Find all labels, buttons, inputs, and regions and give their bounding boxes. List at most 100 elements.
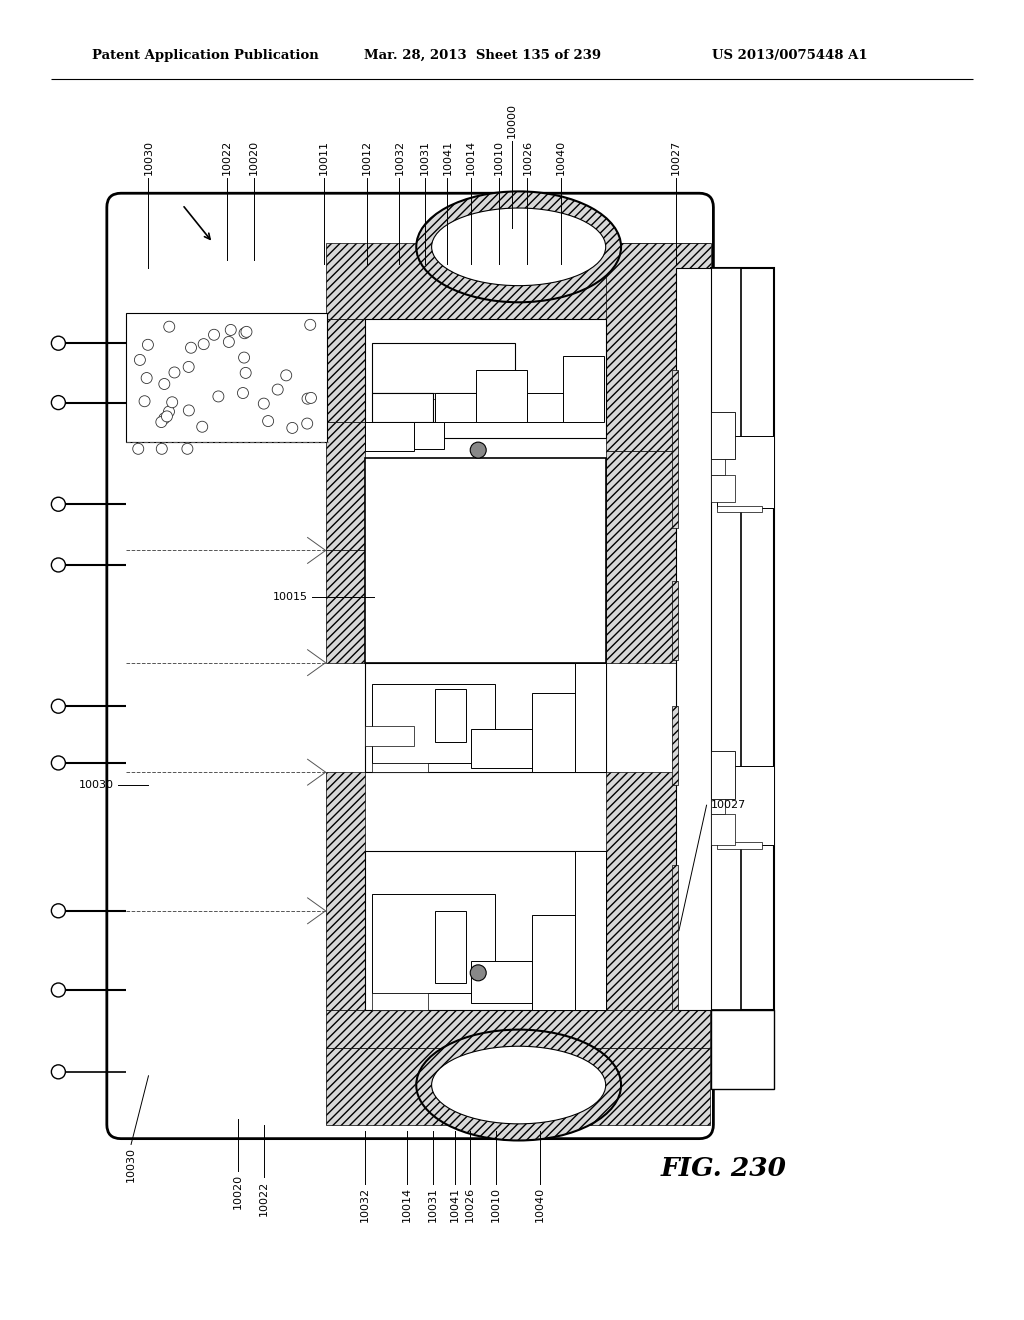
- Bar: [326, 319, 365, 422]
- Bar: [532, 915, 575, 1010]
- Text: 10010: 10010: [494, 140, 504, 176]
- Text: 10031: 10031: [420, 140, 430, 176]
- Bar: [435, 393, 476, 422]
- Bar: [711, 799, 725, 814]
- Circle shape: [223, 337, 234, 347]
- Text: 10011: 10011: [318, 140, 329, 176]
- Bar: [711, 268, 741, 1010]
- Circle shape: [182, 444, 193, 454]
- Circle shape: [238, 388, 249, 399]
- Circle shape: [287, 422, 298, 433]
- Circle shape: [51, 337, 66, 350]
- Text: 10030: 10030: [143, 140, 154, 176]
- Bar: [717, 506, 762, 512]
- Circle shape: [185, 342, 197, 354]
- Circle shape: [239, 327, 250, 339]
- Bar: [606, 243, 711, 451]
- Bar: [575, 663, 606, 772]
- Circle shape: [305, 319, 315, 330]
- Circle shape: [51, 983, 66, 997]
- Bar: [428, 393, 459, 399]
- Circle shape: [51, 396, 66, 409]
- Circle shape: [156, 417, 167, 428]
- Bar: [326, 1010, 710, 1048]
- Text: 10032: 10032: [359, 1187, 370, 1222]
- Bar: [126, 313, 327, 442]
- Bar: [365, 319, 606, 438]
- Circle shape: [305, 392, 316, 404]
- Text: 10040: 10040: [556, 140, 566, 176]
- Bar: [711, 475, 735, 502]
- Bar: [606, 451, 711, 663]
- Circle shape: [133, 444, 143, 454]
- Circle shape: [209, 329, 219, 341]
- Circle shape: [157, 444, 167, 454]
- Bar: [711, 1010, 774, 1089]
- Bar: [672, 370, 678, 528]
- Text: 10026: 10026: [465, 1187, 475, 1222]
- Text: 10026: 10026: [522, 140, 532, 176]
- Circle shape: [139, 396, 151, 407]
- Text: 10022: 10022: [259, 1180, 269, 1216]
- Circle shape: [51, 756, 66, 770]
- Circle shape: [302, 393, 313, 404]
- Bar: [575, 851, 606, 1010]
- Bar: [365, 422, 414, 451]
- Text: 10020: 10020: [232, 1173, 243, 1209]
- Bar: [717, 766, 774, 845]
- Bar: [326, 1048, 710, 1125]
- Text: 10040: 10040: [535, 1187, 545, 1222]
- Circle shape: [302, 418, 312, 429]
- Bar: [372, 763, 428, 772]
- Bar: [672, 581, 678, 660]
- Bar: [372, 393, 428, 399]
- Bar: [372, 993, 428, 1010]
- Text: 10032: 10032: [394, 140, 404, 176]
- Text: 10030: 10030: [126, 1147, 136, 1183]
- Text: 10010: 10010: [490, 1187, 501, 1222]
- Bar: [435, 689, 466, 742]
- Circle shape: [183, 362, 195, 372]
- Text: 10031: 10031: [428, 1187, 438, 1222]
- Circle shape: [134, 355, 145, 366]
- Bar: [711, 412, 735, 459]
- Text: Mar. 28, 2013  Sheet 135 of 239: Mar. 28, 2013 Sheet 135 of 239: [364, 49, 601, 62]
- Circle shape: [141, 372, 153, 384]
- Bar: [372, 894, 495, 993]
- Bar: [372, 343, 515, 393]
- Bar: [717, 842, 762, 849]
- Text: 10041: 10041: [442, 140, 453, 176]
- Circle shape: [241, 326, 252, 338]
- Circle shape: [470, 965, 486, 981]
- Text: 10027: 10027: [671, 140, 681, 176]
- Circle shape: [241, 367, 251, 379]
- Circle shape: [159, 413, 170, 424]
- Ellipse shape: [431, 1047, 605, 1123]
- Text: 10014: 10014: [401, 1187, 412, 1222]
- Circle shape: [142, 339, 154, 350]
- Bar: [365, 458, 606, 663]
- Ellipse shape: [416, 191, 621, 302]
- Bar: [711, 459, 725, 475]
- Bar: [527, 393, 563, 422]
- Circle shape: [159, 379, 170, 389]
- Text: 10027: 10027: [711, 800, 745, 810]
- Bar: [711, 268, 774, 1010]
- Bar: [711, 751, 735, 799]
- Bar: [476, 370, 527, 422]
- Circle shape: [164, 321, 175, 333]
- Circle shape: [169, 367, 180, 378]
- Bar: [672, 706, 678, 785]
- Text: Patent Application Publication: Patent Application Publication: [92, 49, 318, 62]
- Bar: [326, 422, 365, 550]
- Circle shape: [225, 325, 237, 335]
- Bar: [365, 726, 414, 746]
- Bar: [676, 268, 711, 1010]
- Circle shape: [162, 411, 172, 422]
- Circle shape: [167, 397, 178, 408]
- Bar: [326, 772, 365, 1010]
- Text: 10000: 10000: [507, 103, 517, 139]
- Text: 10041: 10041: [450, 1187, 460, 1222]
- Text: 10022: 10022: [222, 140, 232, 176]
- Bar: [372, 684, 495, 763]
